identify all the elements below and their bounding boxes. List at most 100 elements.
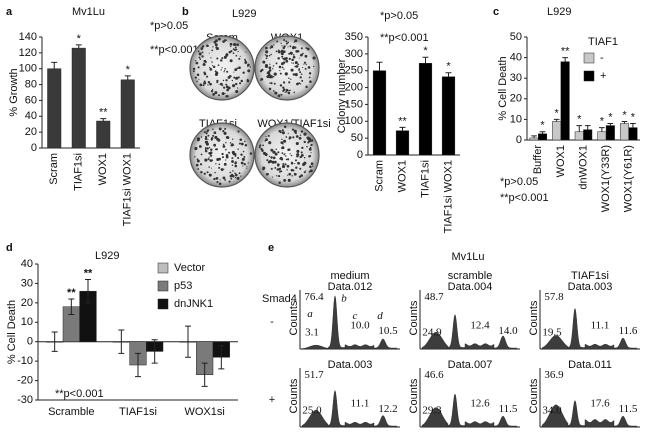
colony-dot: [213, 66, 215, 68]
colony-dot: [279, 158, 281, 160]
bar: [47, 68, 62, 149]
colony-dot: [235, 89, 239, 93]
histogram-gate: [584, 419, 615, 428]
y-tick-label: 10: [510, 113, 522, 125]
legend-swatch: [583, 70, 595, 82]
row-label: +: [269, 394, 275, 406]
colony-dot: [194, 146, 198, 151]
colony-dot: [236, 67, 239, 70]
colony-dot: [221, 67, 223, 69]
colony-dot: [219, 128, 221, 130]
column-title: TIAF1si: [571, 270, 609, 282]
colony-dot: [280, 93, 283, 96]
colony-dot: [273, 72, 277, 76]
colony-dot: [302, 66, 304, 69]
panel-letter: e: [268, 242, 274, 254]
colony-dot: [243, 163, 246, 166]
colony-dot: [259, 79, 262, 81]
significance-label: **: [67, 287, 76, 299]
histogram-gate: [301, 345, 329, 350]
colony-dot: [237, 148, 239, 150]
legend-title: TIAF1: [588, 36, 618, 48]
colony-dot: [236, 176, 240, 180]
colony-dot: [226, 95, 229, 98]
colony-dot: [301, 146, 304, 150]
colony-dot: [298, 82, 301, 85]
colony-dot: [246, 167, 248, 169]
colony-dot: [225, 155, 229, 159]
colony-dot: [283, 139, 287, 143]
colony-dot: [283, 179, 287, 182]
colony-dot: [299, 155, 302, 159]
significance-note: **p<0.001: [500, 192, 549, 204]
bar: [619, 123, 629, 141]
colony-dot: [300, 47, 303, 50]
colony-dot: [270, 167, 273, 170]
colony-dot: [299, 83, 302, 85]
colony-dot: [209, 151, 213, 154]
colony-dot: [230, 144, 233, 147]
significance-note: **p<0.001: [55, 388, 104, 400]
colony-dot: [272, 90, 275, 92]
gate-value: 10.5: [378, 325, 398, 337]
colony-dot: [232, 48, 235, 51]
colony-dot: [196, 159, 200, 163]
colony-dot: [216, 57, 219, 60]
colony-dot: [266, 72, 269, 75]
colony-dot: [247, 63, 250, 67]
colony-dot: [225, 136, 229, 139]
colony-dot: [268, 75, 272, 79]
colony-dot: [290, 68, 294, 72]
colony-dot: [203, 72, 207, 76]
significance-label: *: [77, 33, 82, 45]
colony-dot: [209, 68, 213, 71]
colony-dot: [220, 69, 222, 71]
colony-dot: [303, 132, 307, 136]
colony-dot: [244, 140, 246, 143]
y-tick-label: 50: [510, 31, 522, 43]
colony-dot: [289, 173, 292, 175]
colony-dot: [231, 150, 235, 154]
error-bar: [185, 325, 191, 358]
colony-dot: [283, 125, 287, 128]
colony-dot: [285, 40, 288, 43]
significance-note: *p>0.05: [150, 20, 188, 32]
colony-dot: [308, 139, 311, 143]
colony-dot: [218, 37, 221, 41]
colony-dot: [225, 159, 227, 161]
gate-value: 11.1: [351, 398, 370, 410]
x-tick-label: Buffer: [532, 145, 544, 174]
colony-dot: [211, 49, 214, 52]
y-tick-label: 20: [21, 297, 33, 309]
x-tick-label: Scram: [48, 153, 60, 185]
colony-dot: [296, 82, 299, 86]
gate-value: 46.6: [424, 369, 444, 381]
colony-dot: [292, 136, 295, 139]
colony-dot: [310, 162, 314, 166]
colony-dot: [218, 159, 220, 161]
bar: [372, 70, 387, 156]
colony-dot: [216, 137, 219, 141]
error-bar: [584, 125, 591, 130]
significance-note: **p<0.001: [150, 44, 199, 56]
colony-dot: [288, 81, 291, 84]
colony-dot: [288, 57, 291, 60]
colony-dot: [216, 43, 218, 45]
colony-dot: [285, 59, 289, 63]
colony-dot: [207, 84, 209, 86]
x-tick-label: WOX1: [97, 153, 109, 185]
colony-dot: [287, 132, 289, 134]
colony-dot: [296, 49, 300, 53]
colony-dot: [286, 164, 290, 168]
colony-dot: [196, 158, 199, 161]
error-bar: [151, 339, 158, 364]
colony-dot: [221, 156, 224, 159]
colony-dot: [240, 79, 244, 83]
gate-letter: b: [341, 292, 347, 304]
colony-dot: [194, 76, 197, 79]
gate-value: 11.1: [591, 320, 610, 332]
colony-dot: [268, 155, 271, 158]
y-tick-label: 350: [345, 31, 363, 43]
colony-dot: [192, 67, 196, 71]
